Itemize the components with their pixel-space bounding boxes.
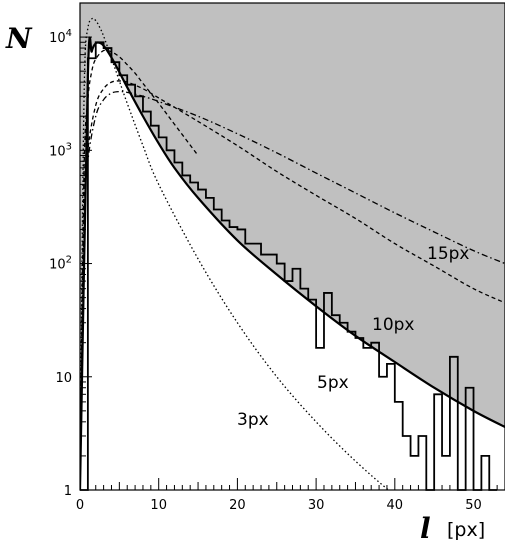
ticks-group: 0 10 20 30 40 50 1 10 102 103 104 <box>49 2 505 513</box>
x-tick-label: 10 <box>150 498 167 513</box>
y-axis-title: N <box>5 22 33 55</box>
x-axis-title: l <box>420 512 431 544</box>
shaded-region <box>80 3 505 490</box>
x-tick-label: 0 <box>76 498 84 513</box>
x-tick-label: 30 <box>308 498 325 513</box>
x-tick-label: 20 <box>229 498 246 513</box>
x-tick-label: 40 <box>387 498 404 513</box>
series-3px-line <box>80 17 390 490</box>
y-tick-label: 1 <box>64 484 72 499</box>
y-tick-label: 104 <box>49 28 72 46</box>
curve-label-5px: 5px <box>317 373 349 393</box>
histogram <box>80 41 498 491</box>
y-tick-label: 10 <box>55 371 72 386</box>
series-fit-line <box>80 36 505 490</box>
x-tick-label: 50 <box>465 498 482 513</box>
curve-label-10px: 10px <box>372 315 414 335</box>
curve-label-3px: 3px <box>237 410 269 430</box>
y-tick-label: 102 <box>49 255 72 273</box>
y-tick-label: 103 <box>49 141 72 159</box>
x-axis-unit: [px] <box>447 519 485 541</box>
curve-label-15px: 15px <box>427 244 469 264</box>
